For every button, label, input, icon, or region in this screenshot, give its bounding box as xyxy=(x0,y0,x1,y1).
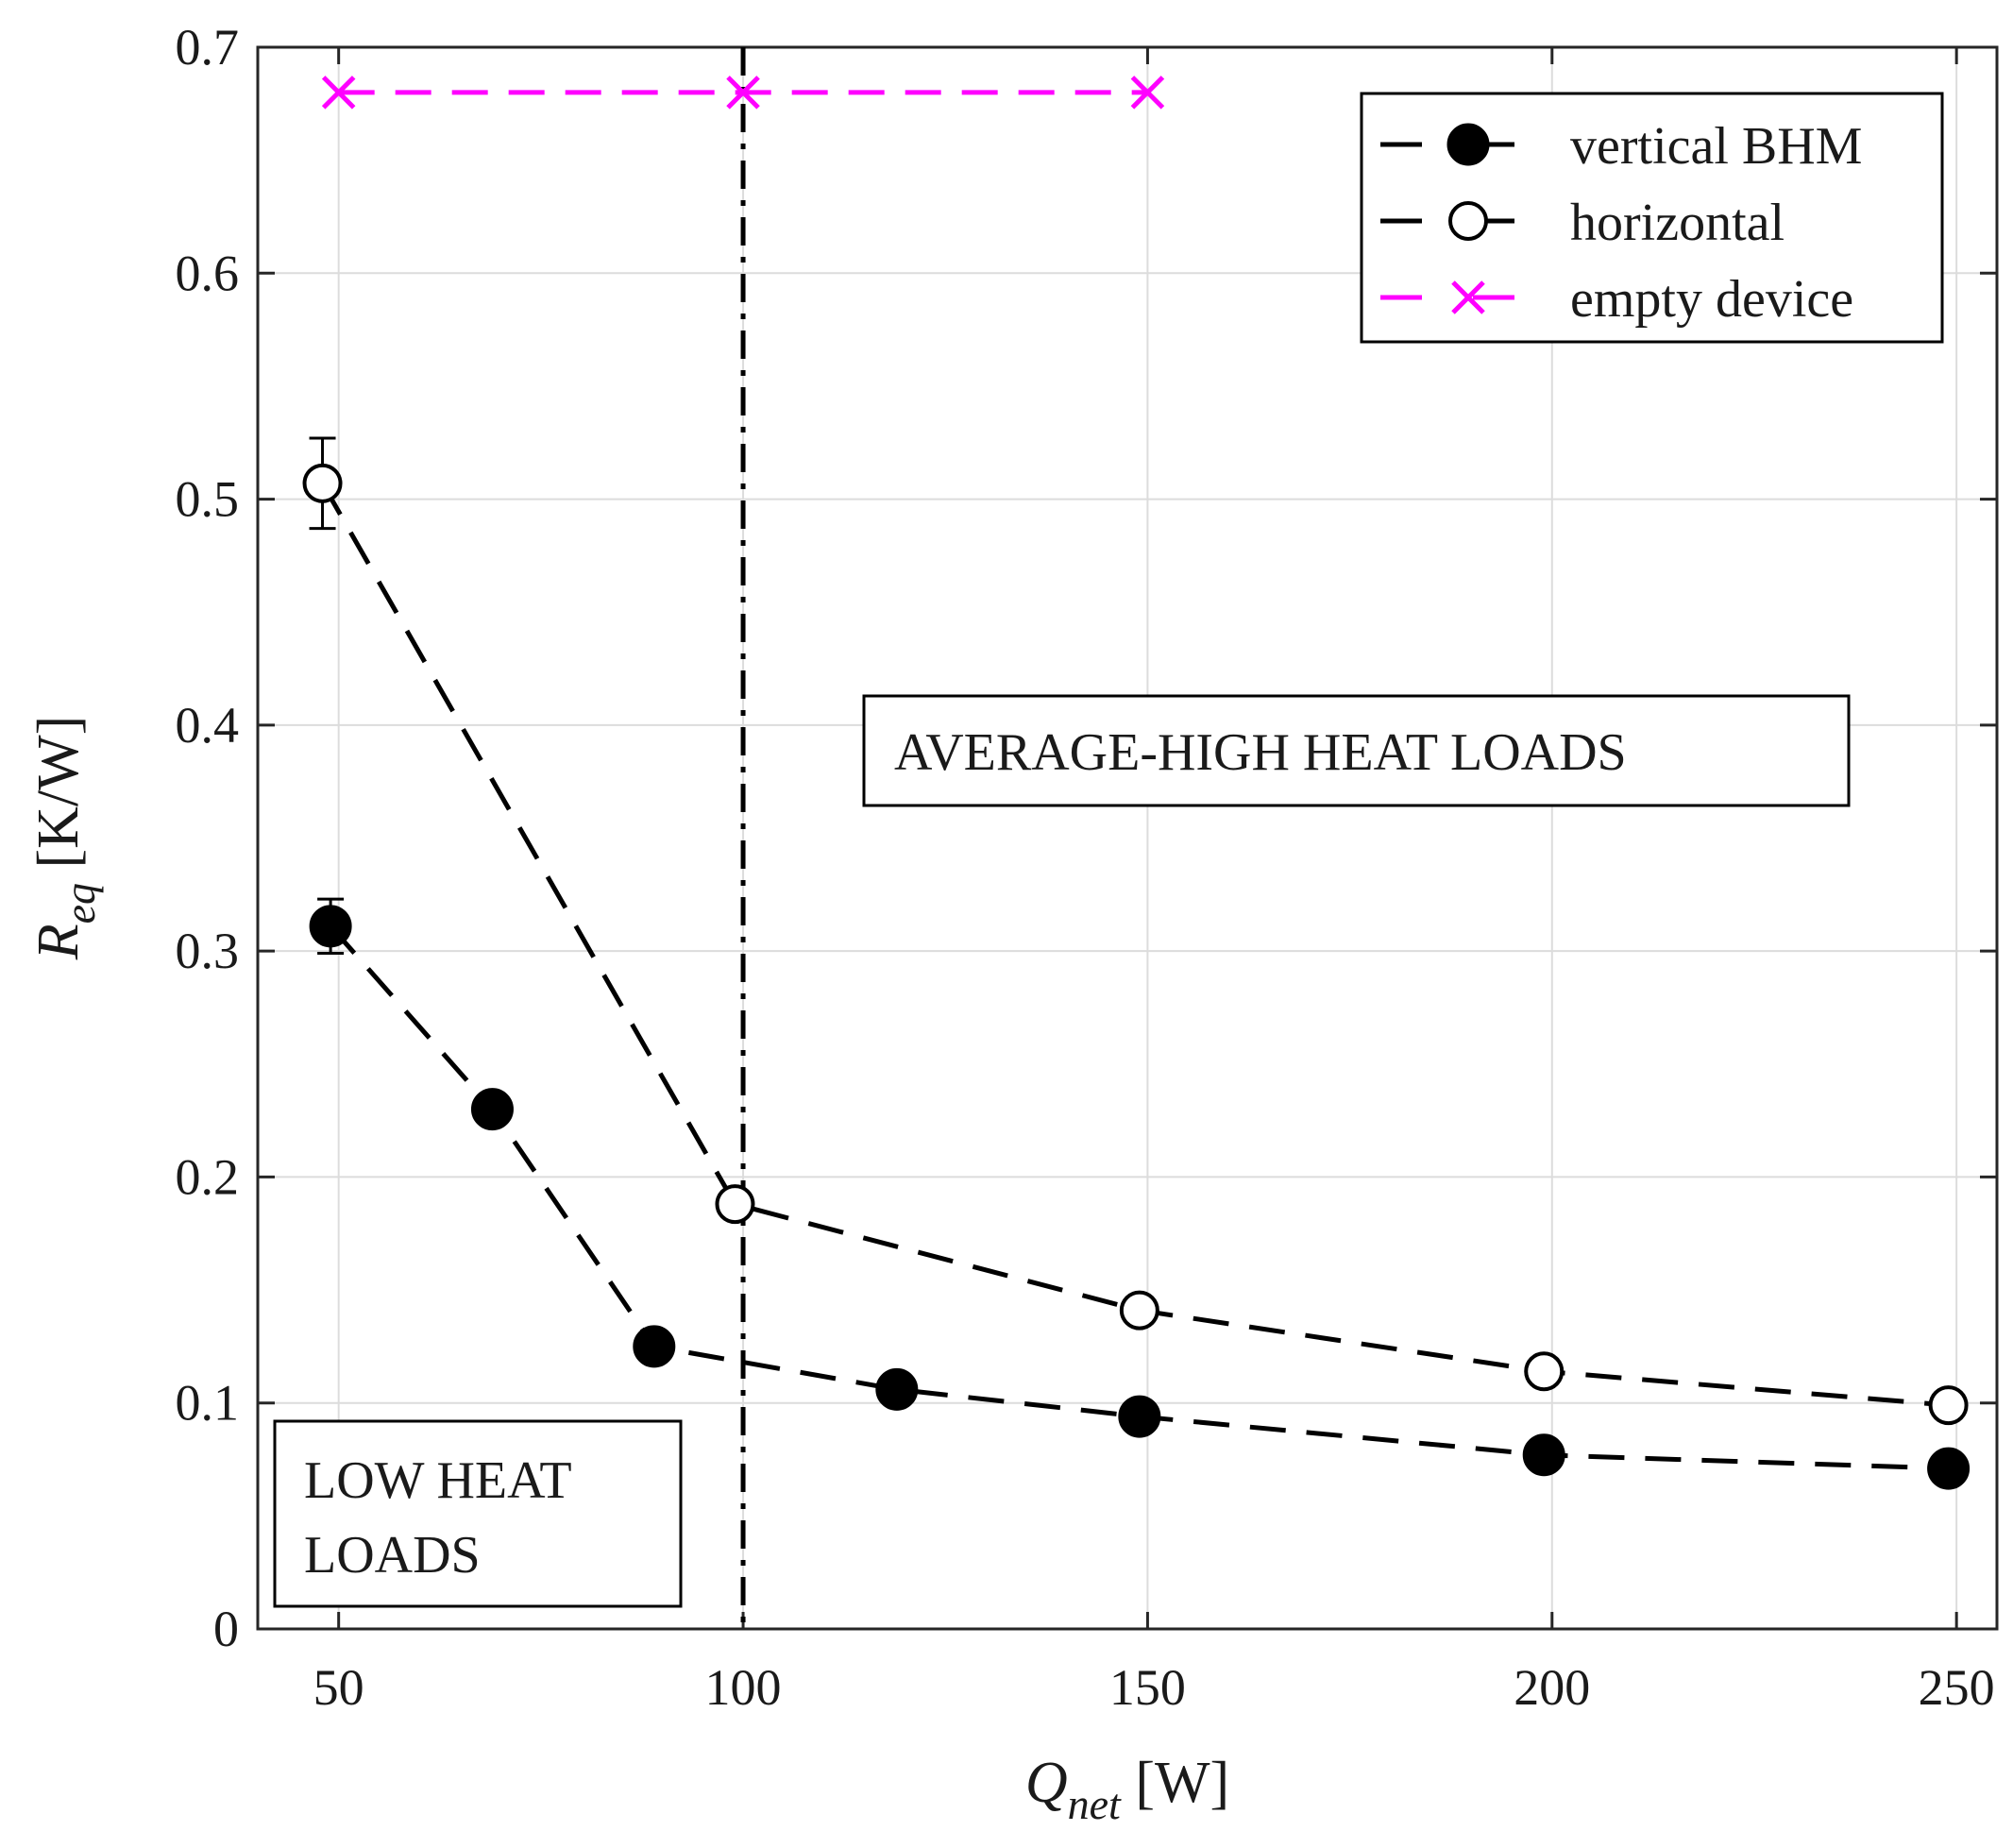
data-point xyxy=(726,76,760,110)
y-tick-label: 0.1 xyxy=(176,1375,240,1432)
x-tick-label: 150 xyxy=(1109,1659,1186,1716)
legend: vertical BHM horizontal empty device xyxy=(1360,92,1944,344)
x-axis-title: Qnet [W] xyxy=(1025,1751,1229,1828)
legend-sample-marker-stroke-b xyxy=(1451,280,1485,314)
annotation-low-line-2: LOADS xyxy=(304,1526,481,1585)
y-tick-label: 0 xyxy=(213,1601,239,1657)
x-axis-title-subscript: net xyxy=(1068,1780,1122,1828)
x-tick-label: 50 xyxy=(313,1659,364,1716)
legend-sample-marker xyxy=(1446,123,1490,166)
series-group xyxy=(302,76,1971,1490)
series-horizontal xyxy=(302,436,1969,1426)
data-point-stroke-b xyxy=(321,76,356,110)
annotation-high-box xyxy=(862,694,1851,807)
series-vertical-bhm xyxy=(309,897,1971,1490)
data-point xyxy=(875,1367,919,1411)
annotation-average-high-heat-loads: AVERAGE-HIGH HEAT LOADS xyxy=(862,694,1851,807)
y-tick-label: 0.5 xyxy=(176,471,240,528)
data-point-stroke-b xyxy=(726,76,760,110)
data-point xyxy=(1522,1433,1565,1477)
annotation-low-box xyxy=(273,1419,683,1608)
x-tick-label: 250 xyxy=(1919,1659,1995,1716)
x-axis-title-symbol: Q xyxy=(1025,1751,1068,1815)
y-axis-title: Req [K/W] xyxy=(26,716,104,961)
legend-label-vertical-bhm: vertical BHM xyxy=(1570,117,1862,176)
axes-box xyxy=(256,45,1999,1631)
annotation-low-line-1: LOW HEAT xyxy=(304,1451,572,1510)
x-tick-label: 200 xyxy=(1514,1659,1590,1716)
data-point xyxy=(302,463,343,503)
x-axis-title-unit: [W] xyxy=(1121,1751,1229,1815)
y-tick-label: 0.3 xyxy=(176,923,240,979)
legend-label-empty-device: empty device xyxy=(1570,270,1853,329)
y-tick-label: 0.7 xyxy=(176,19,240,76)
data-point xyxy=(1524,1351,1565,1392)
annotation-high-line-1: AVERAGE-HIGH HEAT LOADS xyxy=(894,723,1627,782)
legend-sample-marker xyxy=(1448,201,1488,241)
data-point xyxy=(1130,76,1165,110)
y-tick-labels: 0 0.1 0.2 0.3 0.4 0.5 0.6 0.7 xyxy=(176,19,240,1657)
data-point xyxy=(715,1184,755,1225)
series-empty-device xyxy=(321,76,1165,110)
x-tick-labels: 50 100 150 200 250 xyxy=(313,1659,1995,1716)
data-point xyxy=(470,1088,514,1131)
legend-label-horizontal: horizontal xyxy=(1570,194,1785,252)
legend-samples xyxy=(1380,123,1556,314)
data-point-stroke-b xyxy=(1130,76,1165,110)
data-point xyxy=(309,905,352,948)
data-point xyxy=(1927,1447,1971,1490)
x-tick-label: 100 xyxy=(705,1659,782,1716)
data-point xyxy=(1928,1385,1969,1426)
data-point xyxy=(1118,1395,1161,1438)
y-axis-title-subscript: eq xyxy=(56,883,104,924)
y-tick-label: 0.4 xyxy=(176,697,240,754)
y-axis-title-symbol: R xyxy=(26,924,91,960)
data-point xyxy=(321,76,356,110)
data-point xyxy=(1119,1290,1159,1331)
y-axis-title-unit: [K/W] xyxy=(26,716,91,883)
y-tick-label: 0.6 xyxy=(176,245,240,301)
legend-sample-marker xyxy=(1451,280,1485,314)
annotation-low-heat-loads: LOW HEAT LOADS xyxy=(273,1419,683,1608)
y-tick-label: 0.2 xyxy=(176,1148,240,1205)
data-point xyxy=(633,1325,676,1368)
